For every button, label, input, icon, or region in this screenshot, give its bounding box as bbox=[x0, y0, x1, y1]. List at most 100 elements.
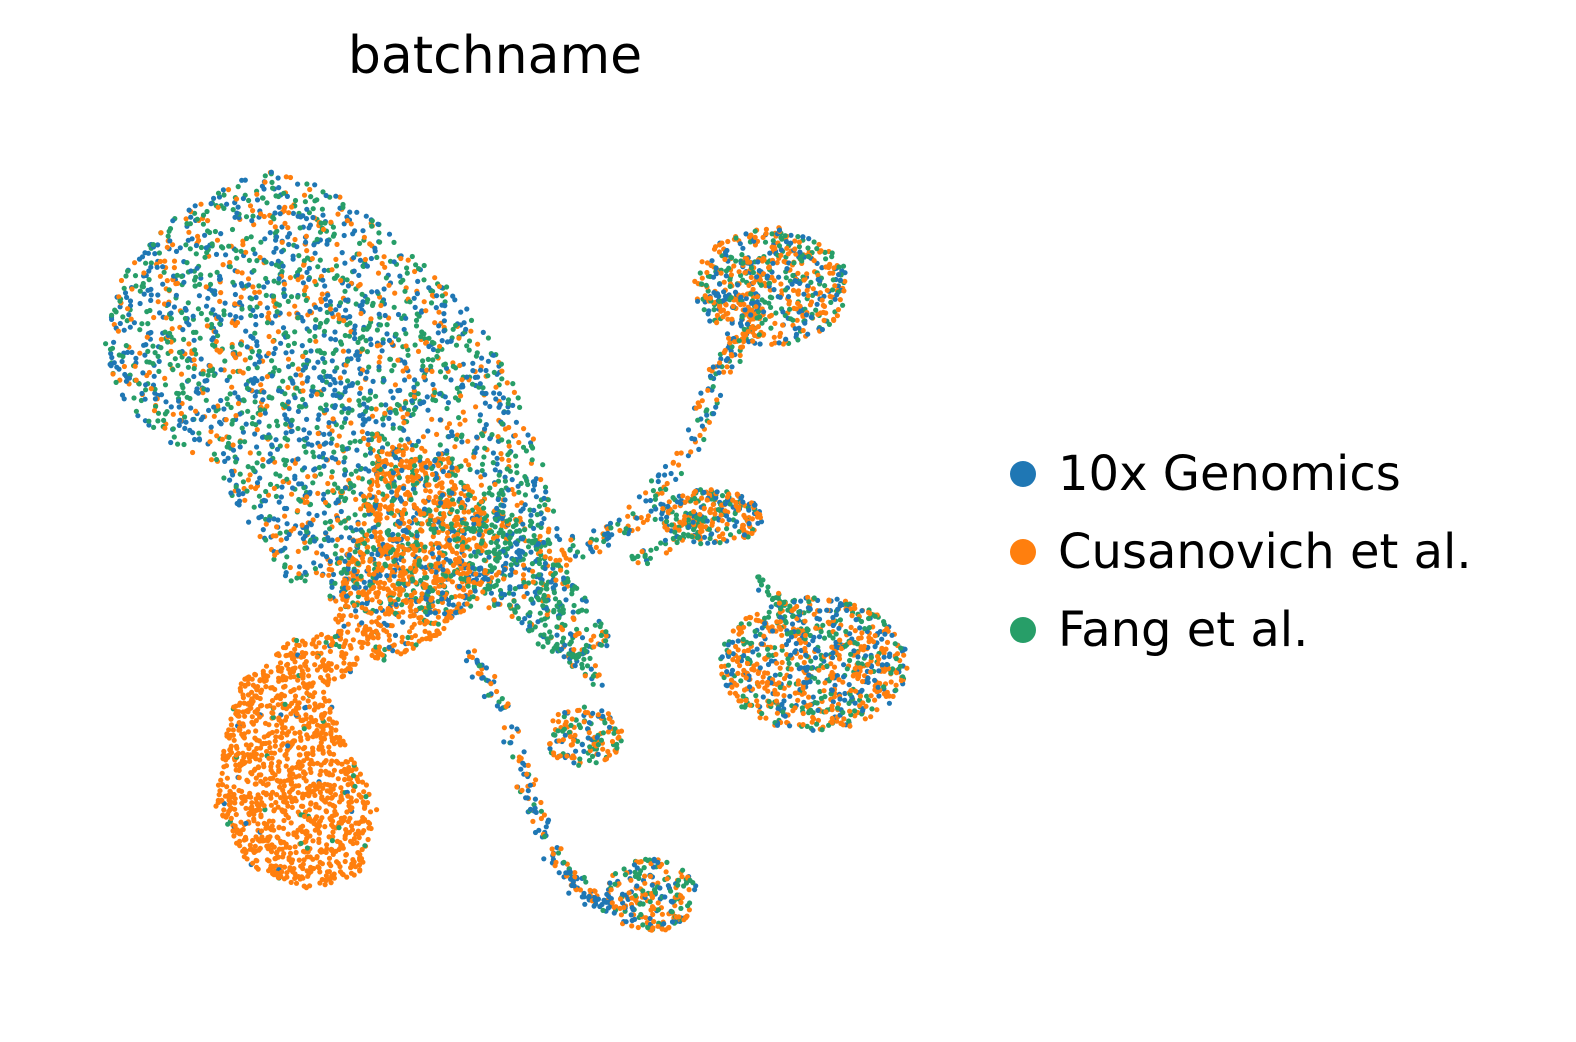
scatter-point bbox=[294, 637, 300, 644]
scatter-point bbox=[688, 449, 694, 455]
scatter-point bbox=[783, 336, 789, 342]
scatter-point bbox=[280, 825, 287, 832]
scatter-point bbox=[258, 239, 264, 245]
scatter-point bbox=[581, 704, 588, 710]
scatter-point bbox=[215, 333, 221, 339]
scatter-point bbox=[635, 924, 641, 931]
scatter-point bbox=[181, 441, 187, 448]
scatter-point bbox=[218, 397, 224, 404]
scatter-point bbox=[301, 258, 307, 264]
scatter-point bbox=[413, 262, 419, 268]
scatter-point bbox=[509, 613, 515, 620]
scatter-point bbox=[564, 569, 570, 575]
scatter-point bbox=[158, 392, 165, 398]
scatter-point bbox=[257, 254, 263, 261]
scatter-point bbox=[170, 367, 176, 373]
scatter-point bbox=[727, 369, 734, 375]
scatter-point bbox=[591, 644, 597, 650]
scatter-point bbox=[422, 506, 428, 512]
scatter-point bbox=[274, 722, 280, 728]
scatter-point bbox=[659, 911, 666, 917]
scatter-point bbox=[248, 312, 254, 318]
scatter-point bbox=[554, 533, 560, 539]
scatter-point bbox=[282, 220, 288, 226]
scatter-point bbox=[832, 682, 838, 688]
scatter-point bbox=[121, 285, 127, 291]
scatter-point bbox=[843, 601, 849, 607]
scatter-point bbox=[268, 795, 274, 801]
scatter-point bbox=[672, 903, 678, 909]
scatter-point bbox=[858, 635, 864, 641]
scatter-point bbox=[299, 763, 305, 769]
scatter-point bbox=[234, 255, 240, 261]
scatter-point bbox=[288, 674, 294, 680]
scatter-point bbox=[170, 218, 176, 224]
scatter-point bbox=[225, 455, 231, 461]
scatter-point bbox=[452, 444, 458, 450]
scatter-point bbox=[296, 571, 302, 577]
scatter-point bbox=[287, 850, 294, 856]
scatter-point bbox=[347, 440, 353, 446]
scatter-point bbox=[268, 767, 274, 773]
scatter-point bbox=[291, 526, 297, 532]
scatter-point bbox=[357, 240, 363, 246]
scatter-point bbox=[723, 273, 729, 279]
scatter-point bbox=[514, 502, 520, 508]
scatter-point bbox=[285, 831, 291, 837]
scatter-point bbox=[178, 410, 184, 417]
scatter-point bbox=[370, 378, 376, 384]
scatter-point bbox=[293, 764, 299, 771]
scatter-point bbox=[395, 487, 401, 493]
scatter-point bbox=[346, 397, 352, 403]
scatter-point bbox=[765, 646, 771, 652]
scatter-point bbox=[515, 483, 521, 489]
scatter-point bbox=[324, 317, 330, 323]
scatter-point bbox=[146, 277, 152, 283]
scatter-point bbox=[331, 231, 337, 237]
scatter-point bbox=[798, 665, 804, 671]
scatter-point bbox=[555, 711, 561, 718]
scatter-point bbox=[376, 599, 382, 605]
scatter-point bbox=[283, 430, 289, 436]
scatter-point bbox=[509, 512, 515, 518]
scatter-point bbox=[518, 766, 524, 772]
scatter-point bbox=[841, 716, 847, 722]
scatter-point bbox=[326, 744, 332, 750]
scatter-point bbox=[724, 521, 730, 528]
scatter-point bbox=[310, 640, 316, 646]
scatter-point bbox=[270, 789, 276, 795]
scatter-point bbox=[264, 748, 270, 755]
scatter-point bbox=[380, 416, 386, 422]
scatter-point bbox=[362, 408, 369, 414]
scatter-point bbox=[386, 415, 392, 421]
scatter-point bbox=[221, 748, 227, 755]
scatter-point bbox=[445, 530, 451, 536]
scatter-point bbox=[342, 288, 348, 294]
scatter-point bbox=[334, 273, 340, 279]
scatter-point bbox=[412, 268, 418, 275]
scatter-point bbox=[592, 888, 598, 894]
scatter-point bbox=[494, 703, 500, 709]
scatter-point bbox=[297, 564, 303, 570]
scatter-point bbox=[353, 527, 359, 533]
scatter-point bbox=[357, 257, 363, 263]
scatter-point bbox=[701, 534, 708, 540]
scatter-point bbox=[282, 573, 289, 579]
scatter-point bbox=[273, 493, 279, 499]
scatter-point bbox=[288, 428, 294, 435]
scatter-point bbox=[198, 244, 204, 251]
scatter-point bbox=[728, 677, 735, 683]
scatter-point bbox=[798, 654, 804, 660]
scatter-point bbox=[725, 310, 731, 316]
scatter-point bbox=[449, 479, 455, 485]
scatter-point bbox=[308, 800, 314, 806]
scatter-point bbox=[412, 559, 418, 565]
scatter-point bbox=[711, 411, 717, 417]
scatter-point bbox=[555, 719, 562, 725]
scatter-point bbox=[485, 335, 491, 341]
scatter-point bbox=[406, 519, 412, 525]
scatter-point bbox=[317, 880, 323, 886]
scatter-point bbox=[502, 497, 508, 503]
scatter-point bbox=[776, 340, 782, 346]
